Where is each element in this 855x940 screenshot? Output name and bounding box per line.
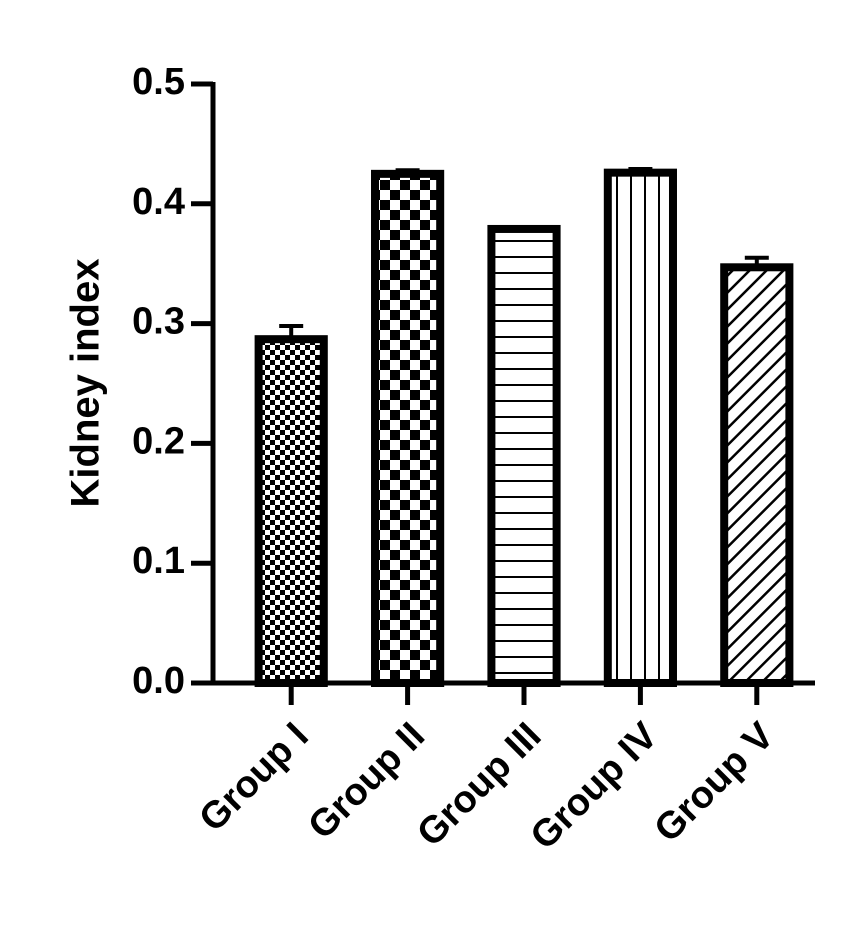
y-tick-label: 0.0: [132, 660, 185, 702]
y-tick-label: 0.5: [132, 61, 185, 103]
x-tick-label: Group IV: [523, 714, 667, 858]
y-axis-label: Kidney index: [64, 259, 108, 508]
y-tick-label: 0.2: [132, 420, 185, 462]
y-tick-label: 0.1: [132, 540, 185, 582]
y-tick-label: 0.4: [132, 181, 185, 223]
bar: [254, 335, 328, 687]
bar: [603, 168, 677, 687]
bar: [720, 263, 794, 687]
bar: [371, 169, 445, 687]
x-tick-label: Group V: [647, 714, 783, 850]
x-tick-label: Group I: [191, 715, 316, 840]
bar: [487, 224, 561, 687]
y-tick-label: 0.3: [132, 301, 185, 343]
